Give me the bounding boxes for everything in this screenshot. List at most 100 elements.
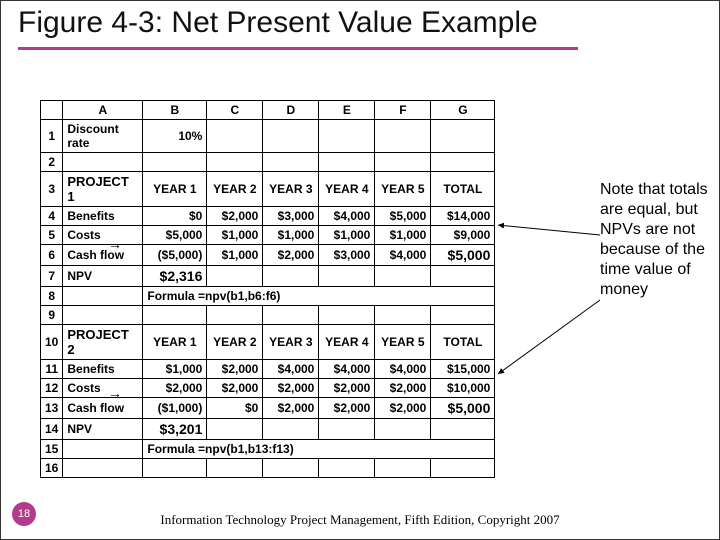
row-header: 13: [41, 398, 63, 419]
cell-formula-2: Formula =npv(b1,b13:f13): [143, 440, 495, 459]
cell: [431, 306, 495, 325]
cell: [319, 153, 375, 172]
cell: [319, 120, 375, 153]
cell: $3,000: [263, 207, 319, 226]
cell: PROJECT 1: [63, 172, 143, 207]
row-header: 5: [41, 226, 63, 245]
cell: YEAR 1: [143, 172, 207, 207]
col-header-c: C: [207, 101, 263, 120]
row-header: 4: [41, 207, 63, 226]
cell: TOTAL: [431, 172, 495, 207]
col-header-b: B: [143, 101, 207, 120]
cell: $2,000: [375, 379, 431, 398]
cell: 10%: [143, 120, 207, 153]
cell: YEAR 2: [207, 325, 263, 360]
cell: $4,000: [375, 360, 431, 379]
cell: YEAR 1: [143, 325, 207, 360]
cell: YEAR 4: [319, 325, 375, 360]
cell: [263, 266, 319, 287]
cell: YEAR 3: [263, 325, 319, 360]
cell: $0: [207, 398, 263, 419]
cell: YEAR 5: [375, 172, 431, 207]
cell: $2,000: [207, 360, 263, 379]
cell: [263, 419, 319, 440]
cell: ($1,000): [143, 398, 207, 419]
cell: $1,000: [143, 360, 207, 379]
cell: $0: [143, 207, 207, 226]
cell: [375, 459, 431, 478]
col-header-d: D: [263, 101, 319, 120]
row-header: 10: [41, 325, 63, 360]
row-header: 15: [41, 440, 63, 459]
row-header: 2: [41, 153, 63, 172]
cell: [375, 419, 431, 440]
cell: Costs: [63, 226, 143, 245]
arrow-icon: →: [108, 236, 122, 252]
cell: [431, 459, 495, 478]
cell: [319, 266, 375, 287]
cell: [63, 287, 143, 306]
cell: [319, 306, 375, 325]
cell: $4,000: [263, 360, 319, 379]
cell: $4,000: [319, 360, 375, 379]
spreadsheet-region: A B C D E F G 1 Discount rate 10% 2 3 PR…: [40, 100, 495, 478]
cell: $1,000: [207, 226, 263, 245]
cell: [375, 120, 431, 153]
cell: $2,000: [207, 207, 263, 226]
cell-total-1: $5,000: [431, 245, 495, 266]
cell: $2,000: [375, 398, 431, 419]
cell: TOTAL: [431, 325, 495, 360]
cell: $2,000: [143, 379, 207, 398]
cell: [207, 459, 263, 478]
cell: $1,000: [375, 226, 431, 245]
cell: $2,000: [319, 379, 375, 398]
cell: YEAR 4: [319, 172, 375, 207]
row-header: 7: [41, 266, 63, 287]
row-header: 8: [41, 287, 63, 306]
cell: $2,000: [319, 398, 375, 419]
cell: YEAR 5: [375, 325, 431, 360]
cell: [319, 459, 375, 478]
cell: Cash flow: [63, 245, 143, 266]
row-header: 9: [41, 306, 63, 325]
cell: $1,000: [207, 245, 263, 266]
cell: Cash flow: [63, 398, 143, 419]
cell-npv-2: $3,201: [143, 419, 207, 440]
cell: $1,000: [263, 226, 319, 245]
cell: Benefits: [63, 207, 143, 226]
cell: $14,000: [431, 207, 495, 226]
cell: [431, 266, 495, 287]
cell: [207, 153, 263, 172]
cell: [207, 419, 263, 440]
cell: $10,000: [431, 379, 495, 398]
cell-total-2: $5,000: [431, 398, 495, 419]
cell: $2,000: [263, 379, 319, 398]
col-header-e: E: [319, 101, 375, 120]
cell: [375, 266, 431, 287]
cell: YEAR 2: [207, 172, 263, 207]
row-header: 11: [41, 360, 63, 379]
cell: [143, 459, 207, 478]
cell: [431, 120, 495, 153]
cell: $5,000: [375, 207, 431, 226]
cell: [431, 419, 495, 440]
cell: Benefits: [63, 360, 143, 379]
cell: Costs: [63, 379, 143, 398]
cell: [431, 153, 495, 172]
footer-text: Information Technology Project Managemen…: [0, 512, 720, 528]
cell: PROJECT 2: [63, 325, 143, 360]
cell: $4,000: [319, 207, 375, 226]
cell: ($5,000): [143, 245, 207, 266]
cell: [207, 120, 263, 153]
cell: $9,000: [431, 226, 495, 245]
col-header-f: F: [375, 101, 431, 120]
col-header-a: A: [63, 101, 143, 120]
cell-formula-1: Formula =npv(b1,b6:f6): [143, 287, 495, 306]
cell: [63, 306, 143, 325]
cell-npv-1: $2,316: [143, 266, 207, 287]
corner-cell: [41, 101, 63, 120]
cell: [63, 153, 143, 172]
cell: NPV: [63, 266, 143, 287]
cell: [63, 459, 143, 478]
cell: [143, 306, 207, 325]
